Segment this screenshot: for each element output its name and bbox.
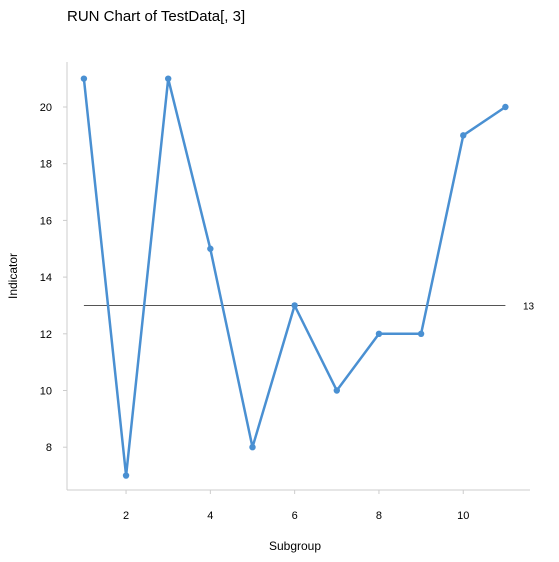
- x-tick-label: 8: [376, 510, 382, 522]
- series-group: [80, 75, 509, 479]
- data-point: [249, 444, 256, 451]
- x-axis-label: Subgroup: [269, 539, 321, 553]
- reference-line-label: 13: [523, 301, 535, 312]
- data-point: [333, 387, 340, 394]
- y-axis-ticks: 8 10 12 14 16 18 20: [40, 102, 67, 454]
- y-axis-label: Indicator: [6, 253, 20, 299]
- chart-title: RUN Chart of TestData[, 3]: [67, 8, 246, 25]
- x-tick-label: 2: [123, 510, 129, 522]
- reference-line-group: 13: [83, 301, 535, 312]
- x-tick-label: 4: [207, 510, 213, 522]
- data-point: [375, 330, 383, 337]
- data-point: [417, 330, 425, 337]
- y-tick-label: 10: [40, 386, 52, 398]
- data-point: [122, 472, 130, 479]
- data-point: [291, 302, 298, 309]
- x-axis-ticks: 2 4 6 8 10: [123, 490, 469, 522]
- x-tick-label: 6: [292, 510, 298, 522]
- data-point: [80, 75, 88, 82]
- y-tick-label: 20: [40, 102, 52, 114]
- y-tick-label: 18: [40, 159, 52, 171]
- data-point: [165, 75, 172, 82]
- y-tick-label: 16: [40, 215, 52, 227]
- x-tick-label: 10: [457, 510, 469, 522]
- data-point: [460, 132, 467, 139]
- y-tick-label: 12: [40, 329, 52, 341]
- data-point: [502, 103, 509, 111]
- y-tick-label: 14: [40, 272, 52, 284]
- series-line: [82, 77, 507, 477]
- axes: [66, 62, 530, 491]
- y-tick-label: 8: [46, 442, 52, 454]
- data-point: [207, 245, 214, 252]
